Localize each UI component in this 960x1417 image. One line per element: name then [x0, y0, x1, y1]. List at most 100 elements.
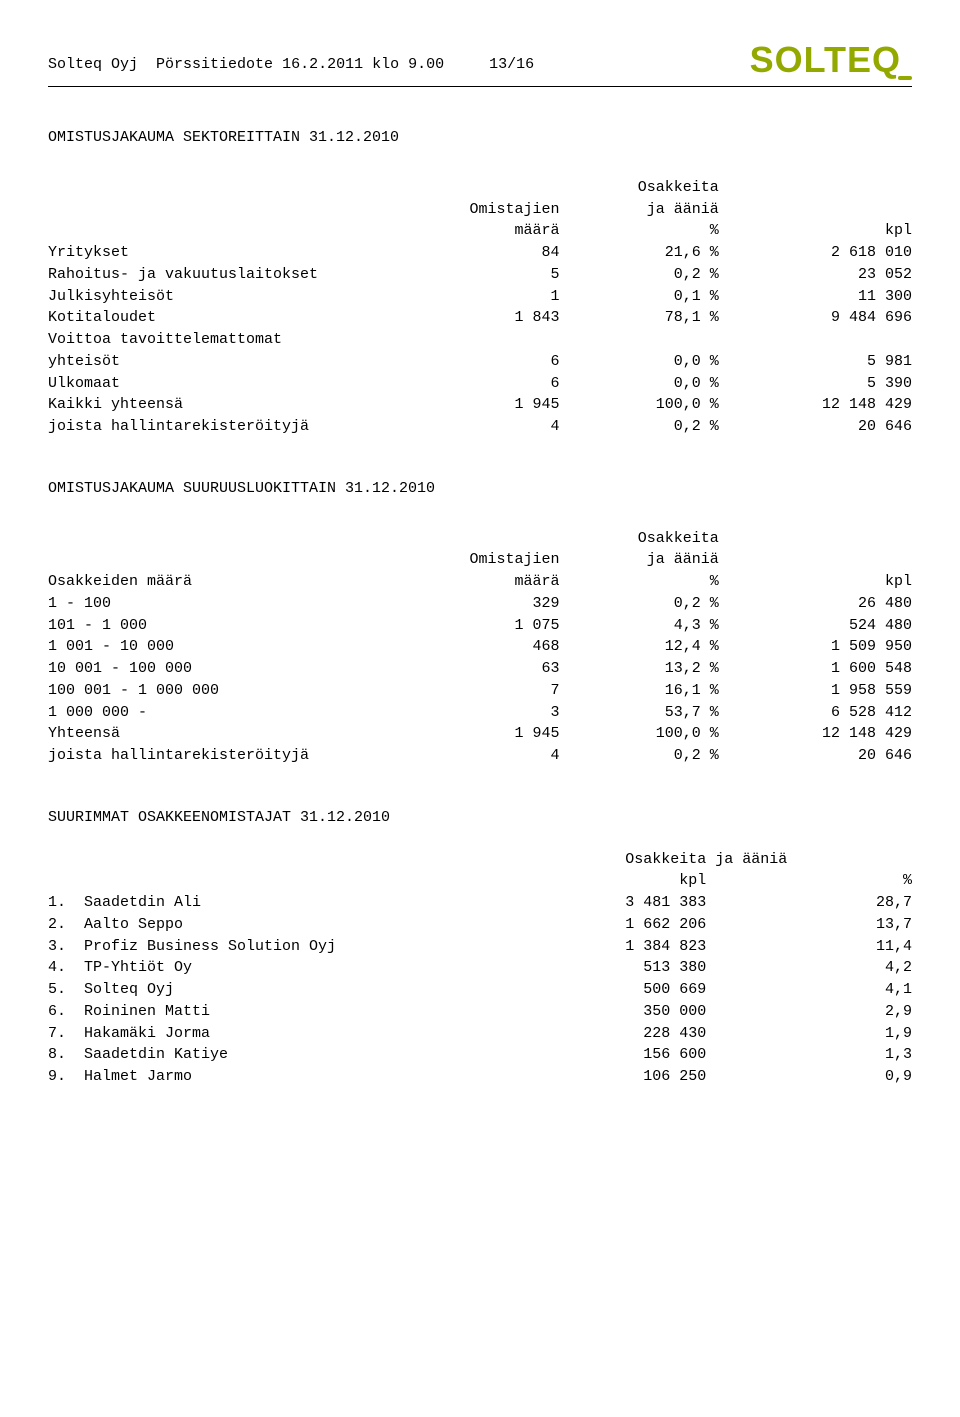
doc-type: Pörssitiedote — [156, 56, 273, 73]
row-label: 4. TP-Yhtiöt Oy — [48, 957, 501, 979]
table-row: 4. TP-Yhtiöt Oy513 3804,2 — [48, 957, 912, 979]
row-count: 3 — [412, 702, 560, 724]
row-shares: 6 528 412 — [719, 702, 912, 724]
table-row: 2. Aalto Seppo1 662 20613,7 — [48, 914, 912, 936]
row-shares: 350 000 — [501, 1001, 707, 1023]
row-label: 8. Saadetdin Katiye — [48, 1044, 501, 1066]
table-row: Yhteensä 1 945 100,0 % 12 148 429 — [48, 723, 912, 745]
row-pct: 11,4 — [706, 936, 912, 958]
row-pct: 21,6 % — [560, 242, 719, 264]
row-shares: 20 646 — [719, 416, 912, 438]
table-row: 100 001 - 1 000 000716,1 %1 958 559 — [48, 680, 912, 702]
table-row: Rahoitus- ja vakuutuslaitokset50,2 %23 0… — [48, 264, 912, 286]
row-label: 1 - 100 — [48, 593, 412, 615]
row-shares: 106 250 — [501, 1066, 707, 1088]
row-count: 63 — [412, 658, 560, 680]
row-label: Rahoitus- ja vakuutuslaitokset — [48, 264, 412, 286]
time: 9.00 — [408, 56, 444, 73]
row-shares: 5 981 — [719, 351, 912, 373]
row-shares: 11 300 — [719, 286, 912, 308]
row-label: Ulkomaat — [48, 373, 412, 395]
row-shares: 228 430 — [501, 1023, 707, 1045]
header: Solteq Oyj Pörssitiedote 16.2.2011 klo 9… — [48, 34, 912, 86]
table-row: Ulkomaat 6 0,0 % 5 390 — [48, 373, 912, 395]
row-shares: 156 600 — [501, 1044, 707, 1066]
row-label: 101 - 1 000 — [48, 615, 412, 637]
row-label: 5. Solteq Oyj — [48, 979, 501, 1001]
row-count: 6 — [412, 351, 560, 373]
table-row: 10 001 - 100 0006313,2 %1 600 548 — [48, 658, 912, 680]
row-shares: 1 509 950 — [719, 636, 912, 658]
row-label: 9. Halmet Jarmo — [48, 1066, 501, 1088]
size-title: OMISTUSJAKAUMA SUURUUSLUOKITTAIN 31.12.2… — [48, 478, 912, 500]
logo-text: SOLTE — [750, 34, 872, 86]
row-pct: 0,0 % — [560, 373, 719, 395]
row-count: 468 — [412, 636, 560, 658]
page-number: 13/16 — [489, 56, 534, 73]
col3-header-l3: % — [560, 571, 719, 593]
row-label: 100 001 - 1 000 000 — [48, 680, 412, 702]
row-label: 1 001 - 10 000 — [48, 636, 412, 658]
row-pct: 100,0 % — [560, 394, 719, 416]
row-pct: 100,0 % — [560, 723, 719, 745]
row-shares: 9 484 696 — [719, 307, 912, 329]
sh-header-l1: Osakkeita ja ääniä — [501, 849, 912, 871]
col3-header-l1: Osakkeita — [560, 177, 719, 199]
row-pct: 16,1 % — [560, 680, 719, 702]
row-label: Yritykset — [48, 242, 412, 264]
row-pct: 28,7 — [706, 892, 912, 914]
row-count: 6 — [412, 373, 560, 395]
shareholders-table: Osakkeita ja ääniä kpl % 1. Saadetdin Al… — [48, 849, 912, 1088]
table-row: Yritykset8421,6 %2 618 010 — [48, 242, 912, 264]
row-pct: 1,9 — [706, 1023, 912, 1045]
row-count: 84 — [412, 242, 560, 264]
row-shares: 23 052 — [719, 264, 912, 286]
table-row: Julkisyhteisöt10,1 %11 300 — [48, 286, 912, 308]
row-pct: 13,2 % — [560, 658, 719, 680]
table-row: Kotitaloudet1 84378,1 %9 484 696 — [48, 307, 912, 329]
table-row: 7. Hakamäki Jorma228 4301,9 — [48, 1023, 912, 1045]
row-label: Kotitaloudet — [48, 307, 412, 329]
row-label: Voittoa tavoittelemattomat — [48, 329, 412, 351]
row-pct: 0,1 % — [560, 286, 719, 308]
table-row: joista hallintarekisteröityjä 4 0,2 % 20… — [48, 416, 912, 438]
row-shares: 513 380 — [501, 957, 707, 979]
row-pct: 0,2 % — [560, 593, 719, 615]
row-label: 7. Hakamäki Jorma — [48, 1023, 501, 1045]
row-pct: 2,9 — [706, 1001, 912, 1023]
row-shares: 1 384 823 — [501, 936, 707, 958]
logo-q: Q — [872, 34, 901, 86]
company: Solteq Oyj — [48, 56, 138, 73]
col1-header: Osakkeiden määrä — [48, 571, 412, 593]
table-row: 101 - 1 0001 0754,3 %524 480 — [48, 615, 912, 637]
row-count: 329 — [412, 593, 560, 615]
table-row: 5. Solteq Oyj500 6694,1 — [48, 979, 912, 1001]
row-label: yhteisöt — [48, 351, 412, 373]
solteq-logo: SOLTEQ — [750, 34, 912, 86]
row-shares: 1 662 206 — [501, 914, 707, 936]
row-label: 2. Aalto Seppo — [48, 914, 501, 936]
row-pct: 0,0 % — [560, 351, 719, 373]
table-header-row: Osakkeita — [48, 177, 912, 199]
row-shares: 26 480 — [719, 593, 912, 615]
table-row: Kaikki yhteensä 1 945 100,0 % 12 148 429 — [48, 394, 912, 416]
table-row: 1 - 1003290,2 %26 480 — [48, 593, 912, 615]
table-header-row: Osakkeita ja ääniä — [48, 849, 912, 871]
row-shares: 500 669 — [501, 979, 707, 1001]
col3-header-l2: ja ääniä — [560, 549, 719, 571]
sh-header-kpl: kpl — [501, 870, 707, 892]
table-header-row: Osakkeita — [48, 528, 912, 550]
table-row: 8. Saadetdin Katiye156 6001,3 — [48, 1044, 912, 1066]
col3-header-l2: ja ääniä — [560, 199, 719, 221]
row-count: 4 — [412, 416, 560, 438]
table-row: 3. Profiz Business Solution Oyj1 384 823… — [48, 936, 912, 958]
row-pct: 0,9 — [706, 1066, 912, 1088]
row-shares: 20 646 — [719, 745, 912, 767]
row-shares: 1 958 559 — [719, 680, 912, 702]
row-pct: 12,4 % — [560, 636, 719, 658]
row-pct: 4,1 — [706, 979, 912, 1001]
row-count: 7 — [412, 680, 560, 702]
time-prefix: klo — [372, 56, 399, 73]
table-row: 1. Saadetdin Ali3 481 38328,7 — [48, 892, 912, 914]
row-pct: 78,1 % — [560, 307, 719, 329]
